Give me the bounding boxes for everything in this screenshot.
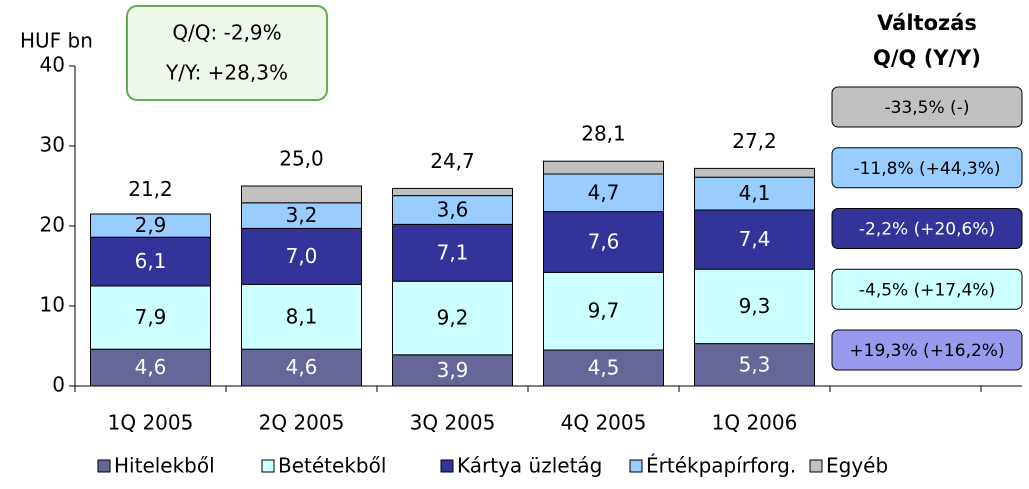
value-label: 5,3 [739, 352, 771, 376]
total-label: 25,0 [279, 147, 324, 171]
value-label: 7,0 [286, 244, 318, 268]
value-label: 4,6 [135, 355, 167, 379]
value-label: 4,1 [739, 181, 771, 205]
bar-segment [543, 173, 664, 213]
bar-segment [694, 176, 815, 211]
legend-label: Hitelekből [114, 454, 215, 478]
bar-segment [90, 285, 211, 350]
bar-segment [694, 343, 815, 387]
bar-segment [543, 349, 664, 387]
change-label: -4,5% (+17,4%) [859, 280, 995, 300]
change-heading: Q/Q (Y/Y) [873, 46, 981, 70]
value-label: 4,6 [286, 355, 318, 379]
legend-swatch [440, 459, 454, 473]
bar-segment [241, 283, 362, 350]
y-tick-label: 40 [40, 53, 65, 77]
value-label: 3,9 [437, 358, 469, 382]
bar-segment [543, 271, 664, 351]
value-label: 9,2 [437, 306, 469, 330]
value-label: 7,9 [135, 305, 167, 329]
y-tick-label: 20 [40, 213, 65, 237]
bar-segment [90, 213, 211, 238]
bar-segment [543, 211, 664, 273]
annotation-box [126, 5, 328, 101]
x-tick-label: 1Q 2006 [712, 411, 798, 435]
bar-segment [241, 348, 362, 387]
value-label: 4,5 [588, 356, 620, 380]
bar-segment [392, 195, 513, 225]
change-box [831, 268, 1023, 310]
value-label: 4,7 [588, 180, 620, 204]
bar-segment [543, 160, 664, 175]
legend-label: Értékpapírforg. [646, 454, 796, 478]
bar-segment [241, 185, 362, 204]
value-label: 3,6 [437, 198, 469, 222]
y-tick-label: 30 [40, 133, 65, 157]
total-label: 27,2 [732, 129, 777, 153]
bar-segment [694, 167, 815, 178]
bar-segment [90, 348, 211, 387]
value-label: 7,4 [739, 227, 771, 251]
legend-label: Betétekből [278, 454, 386, 478]
legend-label: Egyéb [826, 454, 888, 478]
bar-segment [694, 209, 815, 270]
legend-swatch [809, 459, 823, 473]
total-label: 28,1 [581, 122, 626, 146]
bar-segment [392, 187, 513, 197]
y-tick-label: 10 [40, 293, 65, 317]
change-label: -11,8% (+44,3%) [853, 159, 1000, 179]
x-tick-label: 4Q 2005 [561, 411, 647, 435]
legend-label: Kártya üzletág [457, 454, 602, 478]
total-label: 21,2 [128, 177, 173, 201]
change-box [831, 208, 1023, 249]
bar-segment [241, 227, 362, 285]
legend-swatch [97, 459, 111, 473]
change-box [831, 147, 1023, 189]
value-label: 6,1 [135, 249, 167, 273]
annotation: Q/Q: -2,9% [172, 21, 281, 45]
change-label: +19,3% (+16,2%) [849, 341, 1004, 361]
value-label: 9,3 [739, 294, 771, 318]
bar-segment [392, 223, 513, 282]
annotation: Y/Y: +28,3% [165, 61, 288, 85]
legend-swatch [629, 459, 643, 473]
value-label: 7,6 [588, 230, 620, 254]
y-axis-label: HUF bn [20, 29, 93, 53]
bar-segment [90, 236, 211, 287]
change-heading: Változás [877, 11, 977, 35]
value-label: 8,1 [286, 304, 318, 328]
bar-segment [241, 202, 362, 229]
legend-swatch [261, 459, 275, 473]
change-box [831, 86, 1023, 128]
bar-segment [694, 268, 815, 345]
value-label: 7,1 [437, 240, 469, 264]
value-label: 2,9 [135, 213, 167, 237]
x-tick-label: 3Q 2005 [410, 411, 496, 435]
total-label: 24,7 [430, 149, 475, 173]
value-label: 9,7 [588, 299, 620, 323]
bar-segment [392, 354, 513, 387]
y-tick-label: 0 [52, 373, 65, 397]
change-label: -33,5% (-) [885, 98, 970, 118]
change-label: -2,2% (+20,6%) [859, 220, 995, 240]
x-tick-label: 2Q 2005 [259, 411, 345, 435]
change-box [831, 329, 1023, 371]
x-tick-label: 1Q 2005 [108, 411, 194, 435]
value-label: 3,2 [286, 203, 318, 227]
bar-segment [392, 280, 513, 356]
